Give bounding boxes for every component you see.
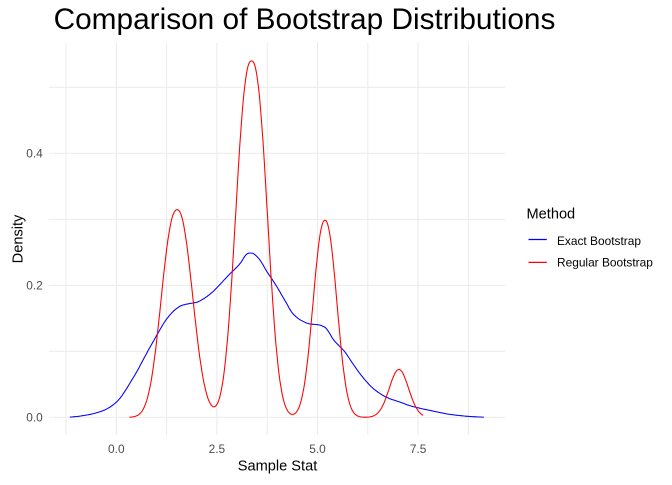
svg-text:Comparison of Bootstrap Distri: Comparison of Bootstrap Distributions xyxy=(54,3,556,36)
svg-text:Density: Density xyxy=(11,214,27,263)
svg-text:7.5: 7.5 xyxy=(410,442,427,456)
svg-text:2.5: 2.5 xyxy=(209,442,226,456)
svg-text:0.0: 0.0 xyxy=(108,442,125,456)
svg-text:Method: Method xyxy=(527,206,576,222)
svg-text:5.0: 5.0 xyxy=(309,442,326,456)
svg-text:Sample Stat: Sample Stat xyxy=(238,458,318,474)
svg-text:0.4: 0.4 xyxy=(26,147,43,161)
svg-text:0.0: 0.0 xyxy=(26,411,43,425)
svg-text:0.2: 0.2 xyxy=(26,279,43,293)
svg-text:Regular Bootstrap: Regular Bootstrap xyxy=(557,255,653,269)
svg-text:Exact Bootstrap: Exact Bootstrap xyxy=(557,234,641,248)
